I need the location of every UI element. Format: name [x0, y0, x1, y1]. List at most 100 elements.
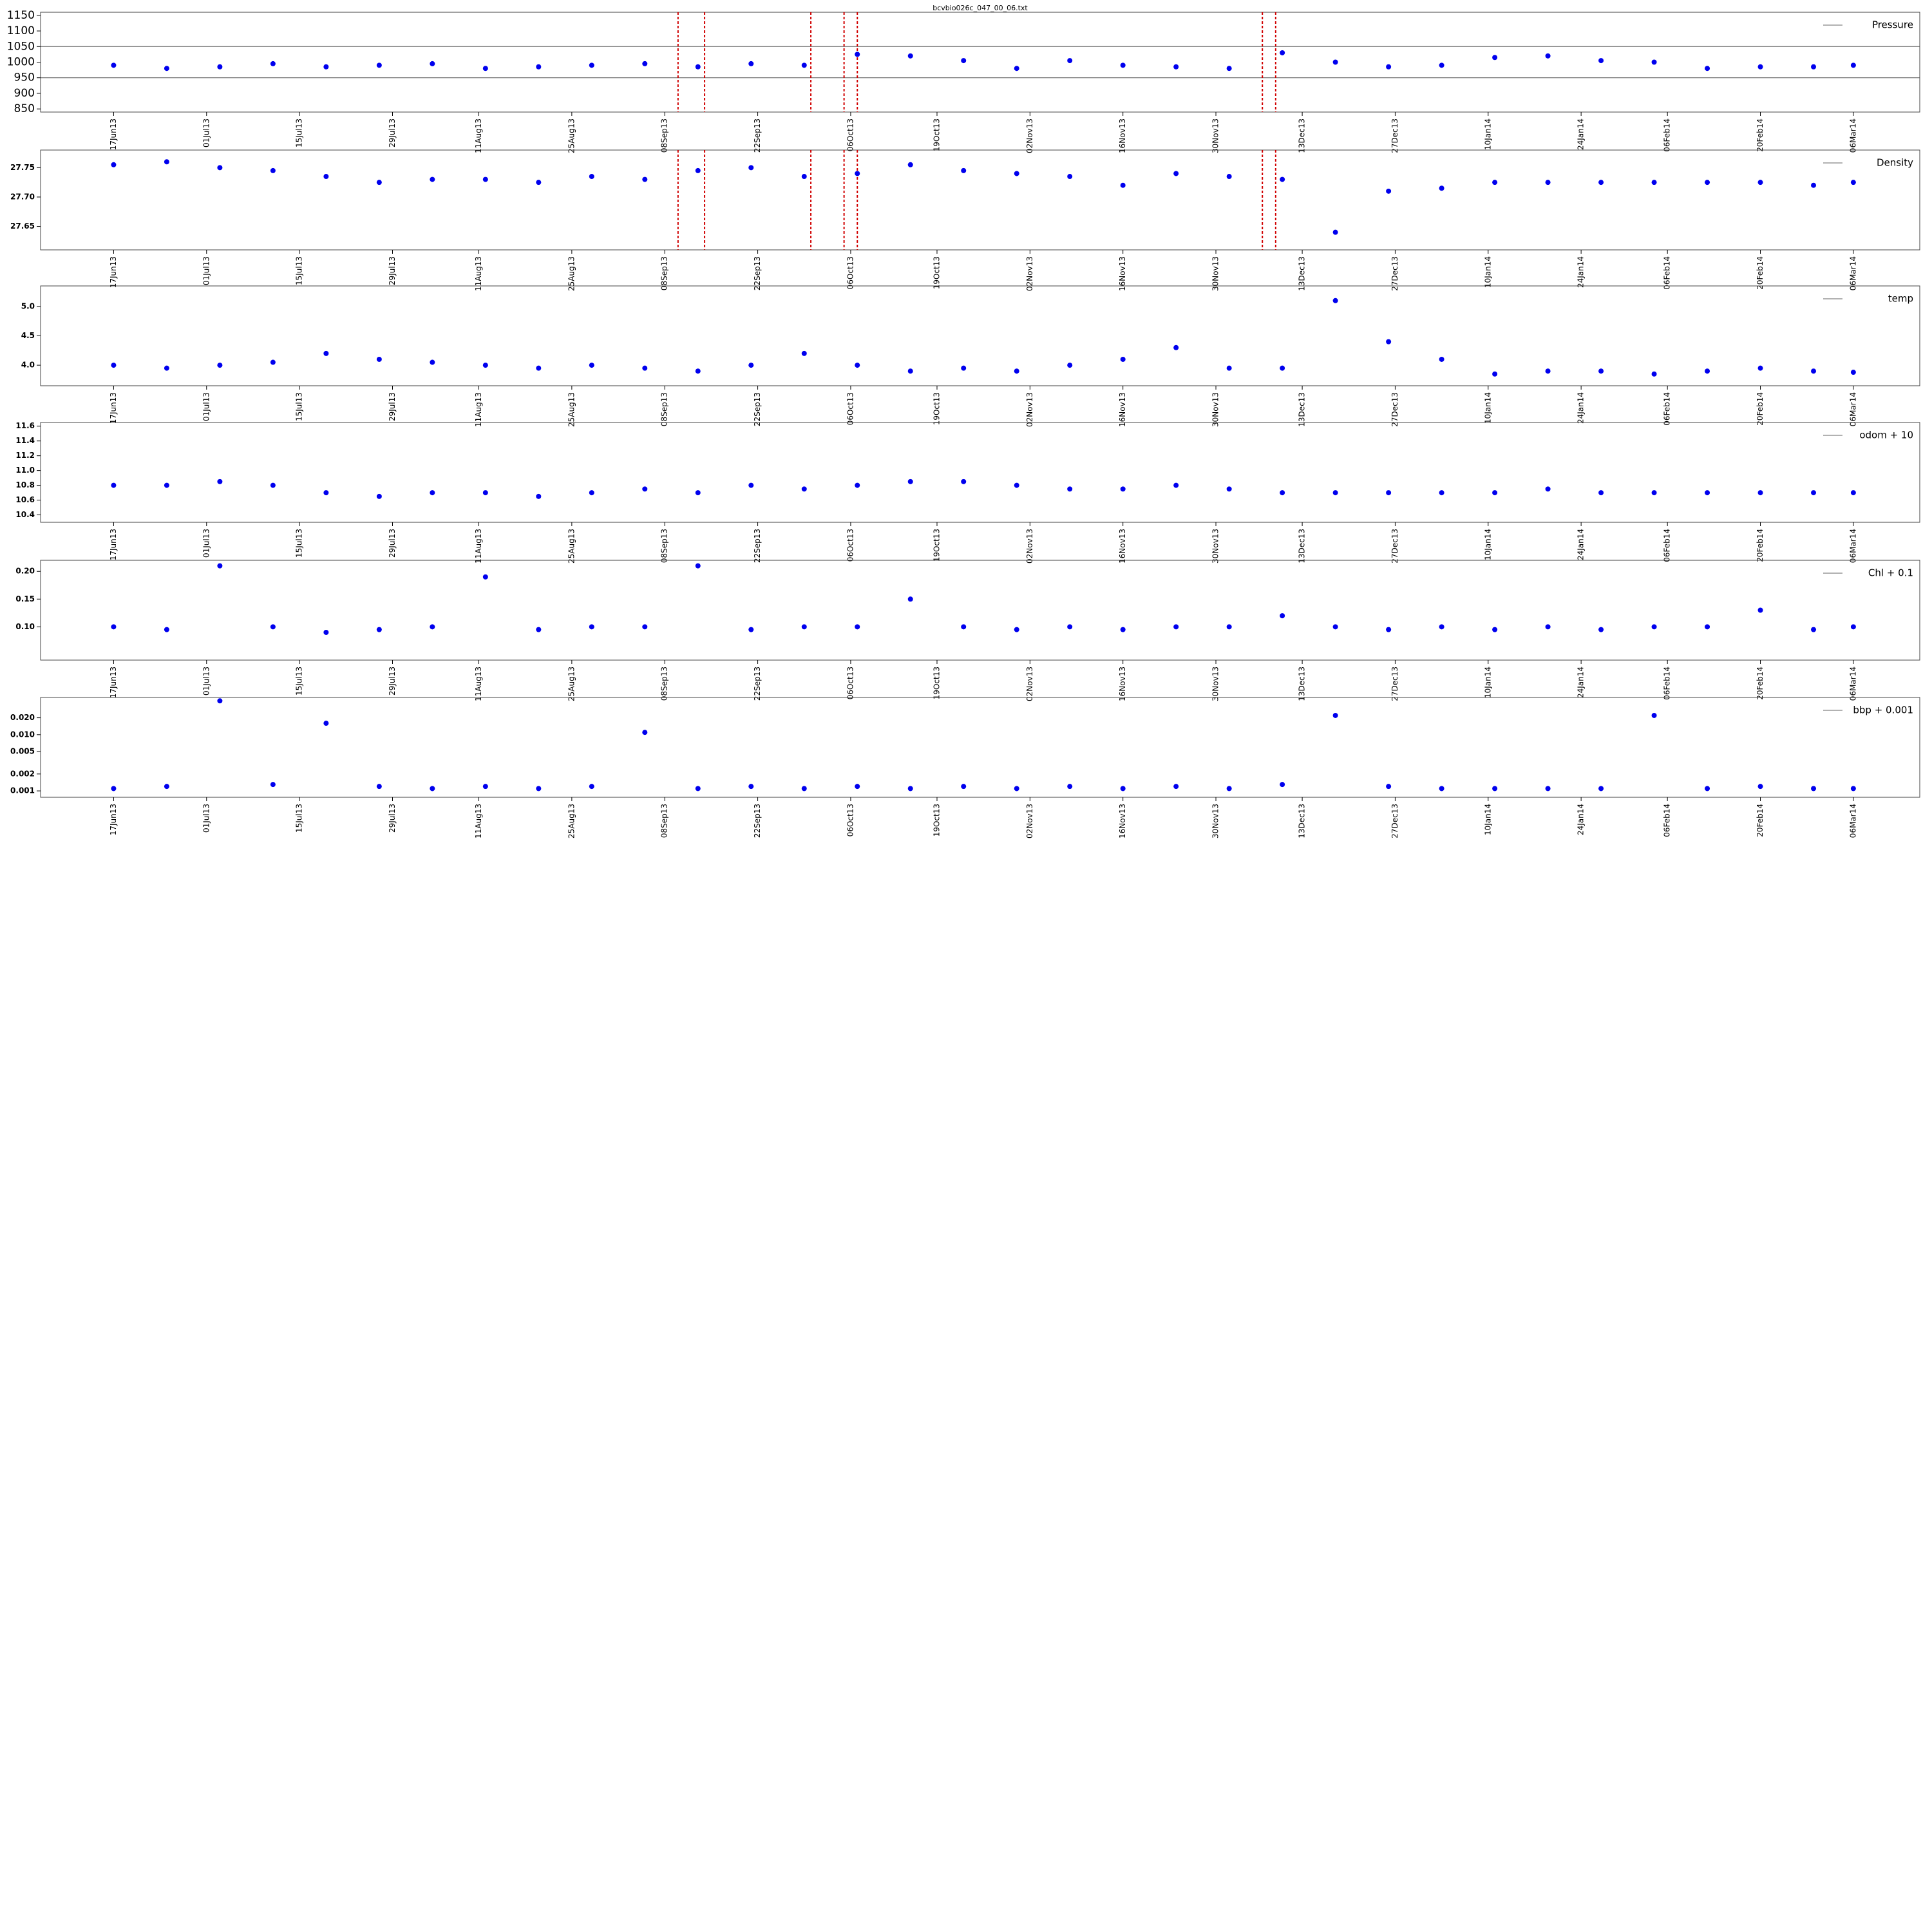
x-tick-label: 11Aug13	[474, 804, 483, 838]
x-tick-label: 27Dec13	[1390, 118, 1399, 153]
x-tick-label: 16Nov13	[1118, 256, 1127, 291]
x-tick-label: 29Jul13	[388, 118, 397, 147]
y-tick-label: 0.020	[10, 713, 35, 722]
data-point	[1280, 490, 1285, 496]
x-tick-label: 11Aug13	[474, 392, 483, 427]
data-point	[695, 368, 701, 374]
y-tick-label: 11.4	[15, 436, 35, 445]
data-point	[961, 624, 967, 630]
data-point	[1280, 176, 1285, 182]
data-point	[1226, 66, 1232, 71]
legend-label: temp	[1888, 293, 1913, 305]
data-point	[1014, 171, 1019, 176]
x-tick-label: 16Nov13	[1118, 529, 1127, 564]
data-point	[1120, 786, 1126, 791]
x-tick-label: 25Aug13	[567, 529, 576, 564]
x-tick-label: 17Jun13	[109, 392, 118, 424]
x-tick-label: 10Jan14	[1483, 667, 1492, 698]
data-point	[1067, 624, 1073, 630]
x-tick-label: 02Nov13	[1025, 667, 1034, 701]
x-tick-label: 10Jan14	[1483, 529, 1492, 560]
data-point	[323, 174, 329, 180]
data-point	[430, 176, 435, 182]
data-point	[1439, 786, 1444, 791]
x-tick-label: 27Dec13	[1390, 392, 1399, 427]
x-tick-label: 22Sep13	[753, 529, 762, 563]
x-tick-label: 13Dec13	[1298, 804, 1307, 838]
data-point	[1226, 786, 1232, 791]
data-point	[1067, 486, 1073, 492]
legend-label: bbp + 0.001	[1853, 705, 1913, 716]
x-tick-label: 06Oct13	[846, 118, 855, 151]
x-tick-label: 06Mar14	[1848, 804, 1857, 838]
x-tick-label: 17Jun13	[109, 667, 118, 698]
data-point	[695, 786, 701, 791]
data-point	[1280, 50, 1285, 55]
legend-label: Density	[1877, 157, 1913, 169]
y-tick-label: 950	[14, 71, 35, 84]
x-tick-label: 01Jul13	[202, 392, 211, 421]
data-point	[217, 165, 223, 171]
x-tick-label: 22Sep13	[753, 667, 762, 701]
data-point	[801, 174, 807, 180]
data-point	[907, 53, 913, 59]
data-point	[642, 176, 648, 182]
x-tick-label: 15Jul13	[295, 256, 304, 285]
data-point	[961, 784, 967, 790]
data-point	[1173, 624, 1179, 630]
data-point	[430, 786, 435, 791]
x-tick-label: 08Sep13	[660, 804, 669, 838]
data-point	[589, 624, 594, 630]
data-point	[1651, 371, 1657, 377]
data-point	[111, 482, 117, 488]
x-tick-label: 20Feb14	[1756, 256, 1765, 290]
x-tick-label: 08Sep13	[660, 118, 669, 153]
data-point	[748, 784, 754, 790]
data-point	[323, 350, 329, 356]
data-point	[217, 563, 223, 569]
y-tick-label: 11.6	[15, 421, 35, 430]
data-point	[536, 493, 542, 499]
data-point	[855, 171, 860, 176]
data-point	[1014, 786, 1019, 791]
data-point	[164, 482, 169, 488]
data-point	[1651, 490, 1657, 496]
x-tick-label: 10Jan14	[1483, 118, 1492, 150]
y-tick-label: 11.2	[15, 451, 35, 460]
data-point	[1545, 624, 1551, 630]
data-point	[589, 174, 594, 180]
data-point	[1651, 624, 1657, 630]
data-point	[801, 350, 807, 356]
data-point	[801, 62, 807, 68]
y-tick-label: 11.0	[15, 466, 35, 475]
x-tick-label: 06Feb14	[1663, 118, 1672, 152]
x-tick-label: 20Feb14	[1756, 118, 1765, 152]
data-point	[270, 61, 276, 66]
data-point	[164, 627, 169, 632]
data-point	[1492, 490, 1498, 496]
figure-title: bcvbio026c_047_00_06.txt	[933, 4, 1028, 12]
data-point	[1173, 784, 1179, 790]
data-point	[1850, 180, 1856, 185]
data-point	[1598, 180, 1604, 185]
data-point	[1439, 62, 1444, 68]
x-tick-label: 01Jul13	[202, 667, 211, 696]
y-tick-label: 27.65	[10, 222, 35, 231]
data-point	[1173, 482, 1179, 488]
x-tick-label: 06Oct13	[846, 256, 855, 289]
data-point	[855, 624, 860, 630]
x-tick-label: 02Nov13	[1025, 804, 1034, 838]
x-tick-label: 24Jan14	[1577, 667, 1586, 698]
data-point	[1120, 486, 1126, 492]
data-point	[111, 363, 117, 368]
data-point	[1651, 59, 1657, 65]
data-point	[1492, 786, 1498, 791]
x-tick-label: 30Nov13	[1211, 392, 1220, 427]
data-point	[111, 162, 117, 167]
data-point	[270, 782, 276, 788]
y-tick-label: 4.0	[21, 361, 35, 370]
x-tick-label: 19Oct13	[932, 118, 941, 151]
x-tick-label: 11Aug13	[474, 667, 483, 701]
data-point	[695, 563, 701, 569]
